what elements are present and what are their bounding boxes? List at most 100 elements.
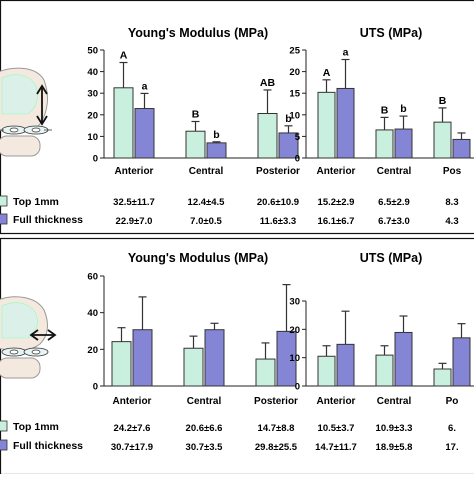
significance-letter: a <box>343 47 349 59</box>
significance-letter: AB <box>260 77 276 89</box>
table-value: 12.4±4.5 <box>188 197 226 208</box>
chart-title: Young's Modulus (MPa) <box>128 251 268 265</box>
legend-bottom-swatch-top <box>0 421 7 431</box>
bar <box>337 88 354 158</box>
y-tick-label: 15 <box>289 89 300 100</box>
significance-letter: B <box>381 104 389 116</box>
bar <box>434 369 451 386</box>
table-value: 10.9±3.3 <box>376 423 413 434</box>
y-tick-label: 0 <box>93 154 98 165</box>
y-tick-label: 30 <box>289 297 300 308</box>
y-tick-label: 40 <box>87 67 98 78</box>
bar <box>376 355 393 386</box>
significance-letter: A <box>323 67 331 79</box>
bar <box>258 114 277 158</box>
category-label: Po <box>446 396 459 407</box>
y-tick-label: 20 <box>289 67 300 78</box>
y-tick-label: 0 <box>295 382 300 393</box>
table-value: 11.6±3.3 <box>260 216 296 227</box>
legend-top-swatch-top <box>0 196 7 206</box>
bar <box>114 88 133 158</box>
table-value: 24.2±7.6 <box>114 423 151 434</box>
significance-letter: a <box>142 80 148 92</box>
bar <box>112 342 131 386</box>
category-label: Pos <box>443 166 462 177</box>
bar <box>184 348 203 386</box>
legend-top: Top 1mm Full thickness <box>0 196 83 226</box>
bar <box>395 332 412 386</box>
y-tick-label: 5 <box>295 132 301 143</box>
y-tick-label: 40 <box>87 308 98 319</box>
bar <box>337 344 354 386</box>
chart-youngs-modulus-bottom: Young's Modulus (MPa) 0 20 40 60 Anterior 24.2… <box>87 251 298 453</box>
significance-letter: b <box>213 129 219 141</box>
y-tick-label: 10 <box>87 132 98 143</box>
bar <box>207 143 226 158</box>
y-tick-label: 10 <box>289 110 300 121</box>
legend-bottom: Top 1mm Full thickness <box>0 421 83 452</box>
y-tick-label: 20 <box>87 110 98 121</box>
chart-title: Young's Modulus (MPa) <box>128 26 268 40</box>
category-label: Posterior <box>256 166 300 177</box>
bar <box>434 122 451 158</box>
y-tick-label: 60 <box>87 272 98 283</box>
category-label: Central <box>377 396 412 407</box>
bar <box>135 109 154 158</box>
table-value: 7.0±0.5 <box>190 216 222 227</box>
bar <box>395 129 412 158</box>
legend-top-swatch-full <box>0 214 7 224</box>
category-label: Central <box>377 166 412 177</box>
table-value: 6.7±3.0 <box>378 216 410 227</box>
significance-letter: A <box>120 50 128 62</box>
legend-bottom-label-top: Top 1mm <box>13 421 59 433</box>
legend-bottom-label-full: Full thickness <box>13 440 83 452</box>
table-value: 16.1±6.7 <box>318 216 355 227</box>
category-label: Anterior <box>317 166 356 177</box>
bar <box>318 92 335 158</box>
category-label: Anterior <box>113 396 152 407</box>
bar <box>256 359 275 386</box>
knee-illustration-top <box>0 68 52 156</box>
y-tick-label: 25 <box>289 46 300 57</box>
table-value: 14.7±8.8 <box>258 423 295 434</box>
bar <box>205 330 224 386</box>
chart-title: UTS (MPa) <box>360 26 423 40</box>
significance-letter: b <box>400 103 406 115</box>
table-value: 30.7±17.9 <box>111 442 153 453</box>
knee-illustration-bottom <box>0 297 55 378</box>
category-label: Anterior <box>115 166 154 177</box>
chart-title: UTS (MPa) <box>360 251 423 265</box>
table-value: 6.5±2.9 <box>378 197 410 208</box>
category-label: Central <box>187 396 222 407</box>
y-tick-label: 30 <box>87 89 98 100</box>
table-value: 4.3 <box>445 216 458 227</box>
chart-uts-top: UTS (MPa) 0 5 10 15 20 25 Aa Anterior 15.2±2.9 16.… <box>289 26 474 227</box>
category-label: Central <box>189 166 224 177</box>
table-value: 15.2±2.9 <box>318 197 355 208</box>
legend-bottom-swatch-full <box>0 440 7 450</box>
table-value: 22.9±7.0 <box>116 216 153 227</box>
table-value: 20.6±10.9 <box>257 197 299 208</box>
table-value: 6. <box>448 423 456 434</box>
table-value: 8.3 <box>445 197 458 208</box>
table-value: 30.7±3.5 <box>186 442 224 453</box>
legend-top-label-full: Full thickness <box>13 214 83 226</box>
y-tick-label: 0 <box>93 382 98 393</box>
table-value: 20.6±6.6 <box>186 423 223 434</box>
table-value: 10.5±3.7 <box>318 423 355 434</box>
y-tick-label: 20 <box>87 345 98 356</box>
significance-letter: B <box>192 108 200 120</box>
table-value: 17. <box>445 442 458 453</box>
y-tick-label: 50 <box>87 46 98 57</box>
bar <box>453 338 470 386</box>
y-tick-label: 0 <box>295 154 300 165</box>
bar <box>453 139 470 158</box>
bar <box>133 330 152 386</box>
category-label: Anterior <box>317 396 356 407</box>
bar <box>318 356 335 386</box>
significance-letter: B <box>439 95 447 107</box>
y-tick-label: 10 <box>289 353 300 364</box>
